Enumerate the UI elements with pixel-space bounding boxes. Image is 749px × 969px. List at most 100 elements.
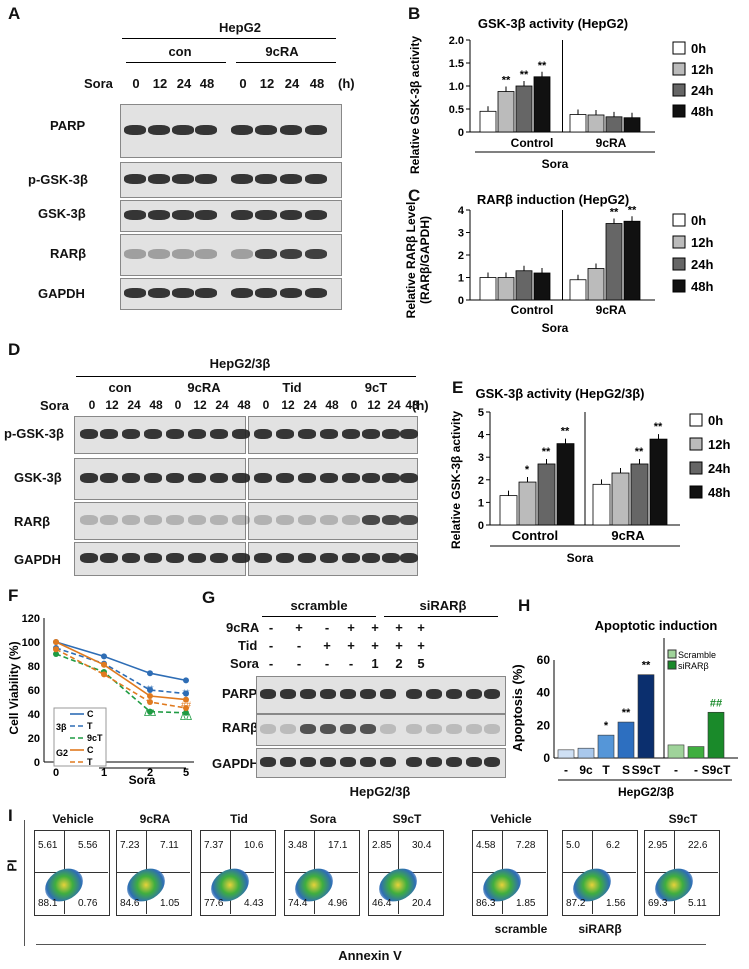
chart-h: Apoptotic induction Apoptosis (%) 0 20 40 6… (510, 618, 738, 799)
f-series-line (55, 641, 187, 701)
d-band (400, 473, 418, 483)
a-band (305, 125, 327, 135)
e-ytick-label: 4 (478, 430, 485, 442)
b-bar (515, 85, 533, 133)
g-band (300, 689, 316, 699)
e-ytick-label: 5 (478, 407, 484, 419)
i-plot-title: Tid (230, 812, 248, 826)
g-band (406, 757, 422, 767)
i-quad-value: 1.56 (606, 898, 626, 909)
d-band (210, 553, 228, 563)
d-band (122, 515, 140, 525)
f-legend-label: 9cT (87, 733, 103, 743)
i-quad-value: 7.11 (160, 840, 179, 851)
a-unit: (h) (338, 76, 355, 91)
f-sig: ## (181, 700, 191, 710)
d-band (232, 429, 250, 439)
a-band (124, 174, 146, 184)
d-band (362, 553, 380, 563)
a-time-label: 24 (284, 76, 300, 91)
a-band (172, 249, 194, 259)
d-band (254, 515, 272, 525)
f-point (183, 705, 189, 711)
d-band (166, 473, 184, 483)
i-plot-title: Vehicle (490, 812, 532, 826)
d-group-9ct: 9cT (364, 380, 388, 395)
g-band (466, 689, 482, 699)
f-sig: ΔΔ (180, 712, 192, 722)
a-time-label: 12 (152, 76, 168, 91)
f-ytick-label: 40 (28, 709, 40, 721)
i-quad-value: 30.4 (412, 840, 432, 851)
a-band (148, 174, 170, 184)
d-band (188, 515, 206, 525)
a-time-label: 48 (309, 76, 325, 91)
b-title: GSK-3β activity (HepG2) (478, 16, 628, 31)
e-ylabel: Relative GSK-3β activity (449, 411, 463, 549)
f-series-line (55, 648, 187, 709)
d-time-label: 0 (350, 398, 358, 412)
g-band (466, 724, 482, 734)
c-xlabel: Sora (542, 321, 569, 335)
i-quad-value: 0.76 (78, 898, 98, 909)
a-band (195, 174, 217, 184)
i-plot-title: S9cT (668, 812, 698, 826)
g-band (280, 689, 296, 699)
h-bar (577, 747, 595, 759)
d-time-label: 48 (325, 398, 339, 412)
a-sora-label: Sora (84, 76, 113, 91)
i-quad-value: 74.4 (288, 898, 308, 909)
i-quad-value: 3.48 (288, 840, 308, 851)
b-legend-label: 12h (691, 62, 713, 77)
d-band (342, 515, 360, 525)
i-plot-title: Vehicle (52, 812, 94, 826)
g-band (380, 757, 396, 767)
a-group-9cra: 9cRA (265, 44, 299, 59)
g-band (380, 724, 396, 734)
d-band (276, 429, 294, 439)
e-sig: ** (542, 446, 551, 458)
h-xtick-label: - (694, 763, 698, 777)
f-ytick-label: 120 (22, 613, 40, 625)
i-extra-scramble: scramble (494, 922, 548, 936)
panel-label-i: I (8, 806, 13, 825)
h-legend-label: siRARβ (678, 661, 709, 671)
e-sig: ** (654, 421, 663, 433)
f-sig: ΔΔ (144, 708, 156, 718)
b-legend-swatch (672, 83, 686, 97)
b-ytick-label: 0.5 (449, 104, 464, 116)
f-xtick-label: 0 (53, 767, 59, 779)
a-band (172, 125, 194, 135)
g-sign: - (296, 656, 302, 671)
h-sig: ## (710, 697, 722, 709)
b-sig: ** (538, 60, 547, 72)
g-band (360, 757, 376, 767)
g-sign: 2 (395, 656, 403, 671)
d-band (382, 429, 400, 439)
d-band (210, 429, 228, 439)
g-sign: + (395, 620, 403, 635)
i-quad-value: 7.23 (120, 840, 140, 851)
d-band (210, 515, 228, 525)
f-ytick-label: 80 (28, 661, 40, 673)
b-bar (479, 110, 497, 133)
g-band (340, 689, 356, 699)
d-cell-label: HepG2/3β (209, 356, 271, 371)
g-band (260, 689, 276, 699)
g-band (426, 689, 442, 699)
d-time-label: 24 (303, 398, 317, 412)
a-band (124, 249, 146, 259)
a-cell-line (122, 38, 336, 39)
g-row-rarb: RARβ (222, 720, 259, 735)
e-bar (499, 495, 518, 526)
b-legend-label: 24h (691, 83, 713, 98)
g-sign: + (347, 620, 355, 635)
g-band (300, 757, 316, 767)
f-point (183, 709, 189, 716)
h-sig: ** (642, 660, 651, 672)
b-legend-swatch (672, 62, 686, 76)
e-bar (611, 472, 630, 526)
h-bar (687, 746, 705, 759)
a-band (280, 210, 302, 220)
g-sign: + (323, 638, 331, 653)
